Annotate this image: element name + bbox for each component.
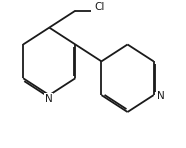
- Text: N: N: [158, 91, 165, 101]
- Text: Cl: Cl: [94, 2, 105, 12]
- Text: N: N: [45, 94, 52, 104]
